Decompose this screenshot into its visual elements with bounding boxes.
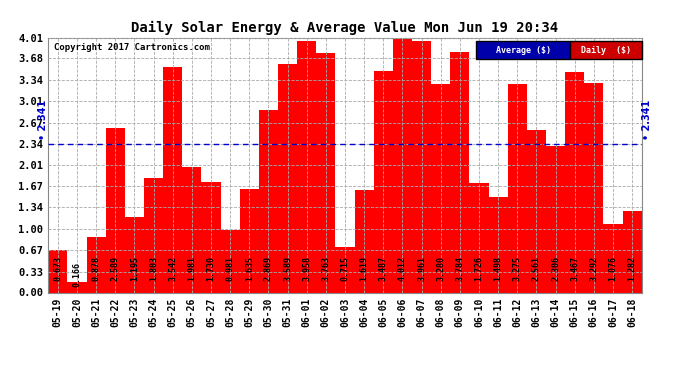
Bar: [335, 247, 355, 292]
Text: 1.619: 1.619: [359, 256, 368, 281]
Bar: [163, 67, 182, 292]
Text: 1.195: 1.195: [130, 256, 139, 281]
FancyBboxPatch shape: [571, 41, 642, 59]
Bar: [508, 84, 527, 292]
Bar: [565, 72, 584, 292]
Bar: [527, 130, 546, 292]
Text: 3.467: 3.467: [570, 256, 579, 281]
Text: Copyright 2017 Cartronics.com: Copyright 2017 Cartronics.com: [55, 43, 210, 52]
Bar: [221, 230, 239, 292]
Bar: [469, 183, 489, 292]
Bar: [125, 216, 144, 292]
Bar: [106, 128, 125, 292]
Bar: [239, 189, 259, 292]
Text: 3.275: 3.275: [513, 256, 522, 281]
Text: 0.715: 0.715: [340, 256, 350, 281]
Text: 3.763: 3.763: [322, 256, 331, 281]
Bar: [316, 53, 335, 292]
Text: 3.589: 3.589: [283, 256, 292, 281]
Text: 1.803: 1.803: [149, 256, 158, 281]
Text: 1.498: 1.498: [493, 256, 502, 281]
Text: 1.730: 1.730: [206, 256, 215, 281]
Text: • 2.341: • 2.341: [642, 100, 651, 141]
Bar: [431, 84, 451, 292]
Text: 3.784: 3.784: [455, 256, 464, 281]
Bar: [451, 52, 469, 292]
Text: 3.958: 3.958: [302, 256, 311, 281]
Text: Average ($): Average ($): [495, 46, 551, 55]
Text: 0.166: 0.166: [72, 262, 81, 287]
Text: 2.306: 2.306: [551, 256, 560, 281]
Bar: [259, 110, 278, 292]
Bar: [489, 197, 508, 292]
Text: 3.542: 3.542: [168, 256, 177, 281]
Title: Daily Solar Energy & Average Value Mon Jun 19 20:34: Daily Solar Energy & Average Value Mon J…: [131, 21, 559, 35]
Bar: [393, 38, 412, 292]
Text: • 2.341: • 2.341: [39, 100, 48, 141]
Bar: [144, 178, 163, 292]
Text: Daily  ($): Daily ($): [581, 46, 631, 55]
Text: 4.012: 4.012: [398, 256, 407, 281]
Text: 0.673: 0.673: [53, 256, 62, 281]
Text: 1.282: 1.282: [628, 256, 637, 281]
Bar: [374, 71, 393, 292]
Text: 2.869: 2.869: [264, 256, 273, 281]
Bar: [355, 189, 374, 292]
Bar: [297, 41, 316, 292]
Text: 0.981: 0.981: [226, 256, 235, 281]
Bar: [604, 224, 622, 292]
Bar: [546, 146, 565, 292]
Bar: [278, 64, 297, 292]
Bar: [86, 237, 106, 292]
Text: 1.726: 1.726: [475, 256, 484, 281]
Bar: [622, 211, 642, 292]
Text: 1.981: 1.981: [188, 256, 197, 281]
Bar: [48, 250, 68, 292]
Text: 2.561: 2.561: [532, 256, 541, 281]
Bar: [412, 40, 431, 292]
Bar: [68, 282, 86, 292]
Bar: [201, 183, 221, 292]
Bar: [182, 166, 201, 292]
FancyBboxPatch shape: [475, 41, 571, 59]
Text: 3.961: 3.961: [417, 256, 426, 281]
Text: 3.280: 3.280: [436, 256, 445, 281]
Text: 3.487: 3.487: [379, 256, 388, 281]
Text: 2.589: 2.589: [111, 256, 120, 281]
Text: 0.878: 0.878: [92, 256, 101, 281]
Text: 1.635: 1.635: [245, 256, 254, 281]
Text: 1.076: 1.076: [609, 256, 618, 281]
Bar: [584, 83, 604, 292]
Text: 3.292: 3.292: [589, 256, 598, 281]
